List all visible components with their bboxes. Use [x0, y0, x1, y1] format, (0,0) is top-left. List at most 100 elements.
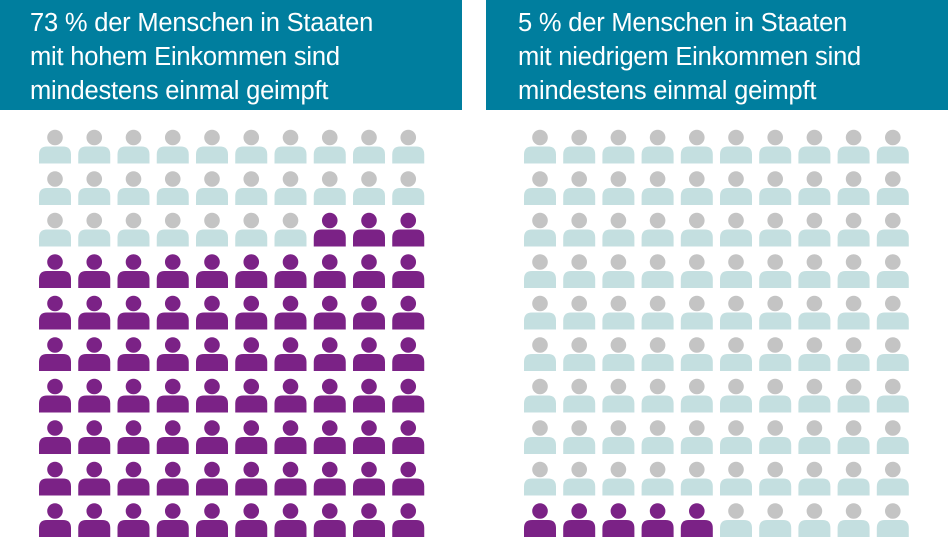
person-head: [243, 295, 260, 312]
person-body: [39, 271, 71, 288]
person-body: [313, 229, 346, 247]
person-body: [524, 146, 556, 164]
person-head: [649, 420, 666, 436]
person-head: [86, 254, 103, 270]
person-body: [78, 437, 111, 454]
person-icon: [353, 129, 385, 164]
person-icon: [39, 378, 71, 413]
low-income-pictogram: [524, 129, 909, 537]
person-icon: [39, 420, 71, 454]
person-head: [282, 461, 299, 478]
person-head: [86, 378, 103, 395]
person-head: [204, 129, 220, 146]
person-icon: [196, 254, 228, 288]
person-icon: [274, 254, 307, 288]
person-icon: [156, 171, 189, 205]
person-head: [243, 378, 260, 395]
person-head: [86, 295, 103, 312]
person-head: [571, 337, 587, 353]
person-body: [680, 312, 713, 330]
person-icon: [235, 461, 268, 496]
person-icon: [563, 503, 596, 537]
person-icon: [837, 337, 870, 371]
person-head: [845, 461, 862, 478]
person-body: [196, 395, 228, 413]
person-body: [313, 354, 346, 371]
person-icon: [39, 461, 71, 496]
person-body: [837, 146, 870, 164]
person-body: [524, 188, 556, 205]
person-body: [78, 478, 111, 496]
person-head: [571, 171, 587, 187]
person-head: [282, 295, 299, 312]
person-head: [86, 420, 103, 436]
person-body: [680, 271, 713, 288]
person-body: [876, 520, 909, 537]
person-icon: [563, 254, 596, 288]
person-icon: [196, 420, 228, 454]
person-icon: [117, 378, 150, 413]
person-body: [759, 437, 792, 454]
person-body: [876, 188, 909, 205]
person-body: [524, 478, 556, 496]
person-head: [164, 461, 181, 478]
person-icon: [392, 337, 425, 371]
person-body: [641, 437, 674, 454]
person-body: [39, 520, 71, 537]
person-icon: [313, 420, 346, 454]
person-body: [837, 520, 870, 537]
person-head: [610, 212, 627, 229]
person-icon: [235, 337, 268, 371]
person-body: [392, 271, 425, 288]
person-icon: [524, 212, 556, 247]
person-head: [649, 212, 666, 229]
person-head: [689, 337, 705, 353]
person-icon: [39, 129, 71, 164]
person-body: [156, 312, 189, 330]
person-head: [649, 461, 666, 478]
person-icon: [641, 503, 674, 537]
person-head: [164, 420, 181, 436]
person-icon: [524, 254, 556, 288]
person-head: [728, 461, 744, 478]
person-icon: [798, 378, 831, 413]
person-body: [563, 520, 596, 537]
person-body: [392, 188, 425, 205]
person-body: [720, 520, 752, 537]
person-head: [571, 254, 587, 270]
person-head: [321, 503, 338, 519]
person-body: [602, 271, 635, 288]
person-icon: [235, 254, 268, 288]
person-head: [204, 461, 220, 478]
person-icon: [720, 254, 752, 288]
person-body: [353, 146, 385, 164]
person-body: [524, 229, 556, 247]
person-icon: [156, 295, 189, 330]
person-icon: [563, 337, 596, 371]
person-body: [759, 271, 792, 288]
person-icon: [196, 378, 228, 413]
person-icon: [602, 295, 635, 330]
person-icon: [837, 295, 870, 330]
person-body: [117, 229, 150, 247]
person-body: [39, 312, 71, 330]
person-head: [610, 503, 627, 519]
person-body: [641, 354, 674, 371]
person-head: [728, 295, 744, 312]
person-icon: [392, 212, 425, 247]
person-body: [524, 312, 556, 330]
person-head: [361, 420, 377, 436]
person-body: [641, 478, 674, 496]
person-icon: [602, 129, 635, 164]
person-icon: [78, 503, 111, 537]
person-icon: [759, 254, 792, 288]
person-icon: [680, 254, 713, 288]
person-body: [156, 478, 189, 496]
person-body: [78, 354, 111, 371]
person-icon: [78, 129, 111, 164]
person-head: [125, 171, 142, 187]
person-icon: [274, 171, 307, 205]
person-icon: [353, 461, 385, 496]
person-head: [282, 337, 299, 353]
person-head: [728, 337, 744, 353]
